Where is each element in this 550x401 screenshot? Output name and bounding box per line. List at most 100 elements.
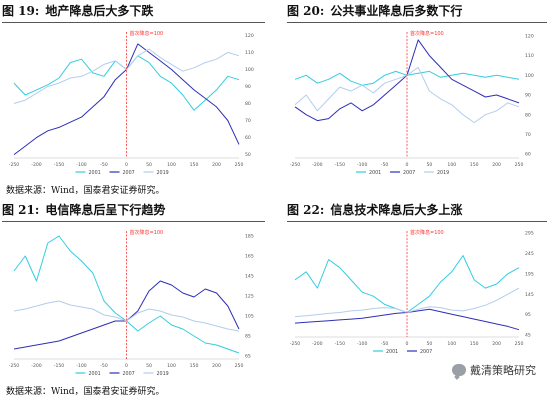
x-tick-label: -50	[381, 341, 389, 347]
x-tick-label: -200	[31, 162, 42, 168]
legend-label-2007: 2007	[420, 349, 432, 355]
y-tick-label: 100	[525, 73, 534, 79]
x-tick-label: 150	[470, 341, 479, 347]
x-tick-label: 0	[125, 363, 128, 369]
x-tick-label: -250	[9, 363, 20, 369]
x-tick-label: 200	[212, 162, 221, 168]
figure-19-rule	[2, 22, 265, 23]
y-tick-label: 70	[525, 132, 531, 138]
x-tick-label: 250	[235, 162, 244, 168]
rate-cut-annotation: 首次降息=100	[410, 30, 444, 37]
x-tick-label: -50	[381, 162, 389, 168]
y-tick-label: 85	[245, 334, 251, 340]
y-tick-label: 100	[245, 67, 254, 73]
x-tick-label: -200	[312, 162, 323, 168]
figure-22-text: 信息技术降息后大多上涨	[330, 203, 463, 217]
legend-label-2007: 2007	[123, 170, 135, 176]
y-tick-label: 60	[245, 135, 251, 141]
figure-20-number: 图 20:	[287, 4, 325, 18]
y-tick-label: 70	[245, 118, 251, 124]
figure-22-rule	[287, 221, 547, 222]
y-tick-label: 125	[245, 294, 254, 300]
y-tick-label: 80	[245, 101, 251, 107]
y-tick-label: 65	[245, 354, 251, 360]
legend-label-2001: 2001	[386, 349, 398, 355]
x-tick-label: 50	[426, 341, 432, 347]
y-tick-label: 245	[525, 251, 534, 257]
y-tick-label: 90	[525, 93, 531, 99]
x-tick-label: 150	[190, 363, 199, 369]
x-tick-label: 200	[492, 341, 501, 347]
x-tick-label: -150	[54, 363, 65, 369]
figure-22-number: 图 22:	[287, 203, 325, 217]
legend-label-2001: 2001	[89, 170, 101, 176]
x-tick-label: 100	[167, 162, 176, 168]
x-tick-label: 50	[146, 363, 152, 369]
rate-cut-annotation: 首次降息=100	[130, 229, 164, 236]
y-tick-label: 145	[525, 292, 534, 298]
x-tick-label: 0	[406, 162, 409, 168]
figure-19-title: 图 19: 地产降息后大多下跌	[2, 0, 153, 22]
y-tick-label: 95	[525, 312, 531, 318]
wechat-icon	[452, 364, 466, 376]
y-tick-label: 80	[525, 112, 531, 118]
x-tick-label: 100	[447, 162, 456, 168]
y-tick-label: 110	[245, 50, 254, 56]
x-tick-label: -250	[290, 162, 301, 168]
y-tick-label: 110	[525, 53, 534, 59]
y-tick-label: 195	[525, 271, 534, 277]
x-tick-label: -100	[76, 162, 87, 168]
x-tick-label: 200	[492, 162, 501, 168]
x-tick-label: -150	[54, 162, 65, 168]
series-2007-line	[294, 39, 520, 122]
x-tick-label: -150	[335, 162, 346, 168]
x-tick-label: -250	[9, 162, 20, 168]
chart-panel-22: -250 -200 -150 -100 -50 0 50 100 150 200 250 45 95 14…	[285, 223, 548, 361]
watermark: 戴清策略研究	[452, 362, 536, 378]
x-tick-label: 100	[447, 341, 456, 347]
figure-22-title: 图 22: 信息技术降息后大多上涨	[287, 199, 462, 221]
y-tick-label: 45	[525, 333, 531, 339]
x-tick-label: 150	[190, 162, 199, 168]
watermark-text: 戴清策略研究	[470, 364, 536, 377]
figure-19-number: 图 19:	[2, 4, 40, 18]
figure-21-title: 图 21: 电信降息后呈下行趋势	[2, 199, 165, 221]
x-tick-label: 50	[426, 162, 432, 168]
chart-panel-19: -250 -200 -150 -100 -50 0 50 100 150 200 250 50 60 70…	[2, 24, 267, 182]
x-tick-label: -50	[100, 162, 108, 168]
y-tick-label: 50	[245, 152, 251, 158]
legend-label-2019: 2019	[437, 170, 449, 176]
legend-label-2019: 2019	[157, 170, 169, 176]
series-2019-line	[13, 48, 240, 104]
figure-21-rule	[2, 221, 265, 222]
x-tick-label: 0	[406, 341, 409, 347]
chart-panel-20: -250 -200 -150 -100 -50 0 50 100 150 200 250 60 70 80…	[285, 24, 548, 182]
source-note-row2: 数据来源：Wind，国泰君安证券研究。	[6, 387, 165, 397]
figure-20-text: 公共事业降息后多数下行	[330, 4, 463, 18]
chart-19-svg: -250 -200 -150 -100 -50 0 50 100 150 200 250506070…	[9, 30, 254, 176]
x-tick-label: -200	[312, 341, 323, 347]
rate-cut-annotation: 首次降息=100	[410, 229, 444, 236]
legend-label-2007: 2007	[403, 170, 415, 176]
legend-label-2001: 2001	[369, 170, 381, 176]
legend-label-2001: 2001	[89, 371, 101, 377]
x-tick-label: -200	[31, 363, 42, 369]
x-tick-label: 0	[125, 162, 128, 168]
y-tick-label: 145	[245, 274, 254, 280]
x-tick-label: -100	[357, 341, 368, 347]
y-tick-label: 295	[525, 231, 534, 237]
y-tick-label: 165	[245, 254, 254, 260]
rate-cut-annotation: 首次降息=100	[130, 30, 164, 37]
x-tick-label: -250	[290, 341, 301, 347]
y-tick-label: 120	[245, 33, 254, 39]
figure-19-text: 地产降息后大多下跌	[45, 4, 154, 18]
figure-20-title: 图 20: 公共事业降息后多数下行	[287, 0, 462, 22]
y-tick-label: 120	[525, 34, 534, 40]
x-tick-label: 250	[235, 363, 244, 369]
y-tick-label: 185	[245, 234, 254, 240]
x-tick-label: -50	[100, 363, 108, 369]
x-tick-label: 50	[146, 162, 152, 168]
figure-21-number: 图 21:	[2, 203, 40, 217]
